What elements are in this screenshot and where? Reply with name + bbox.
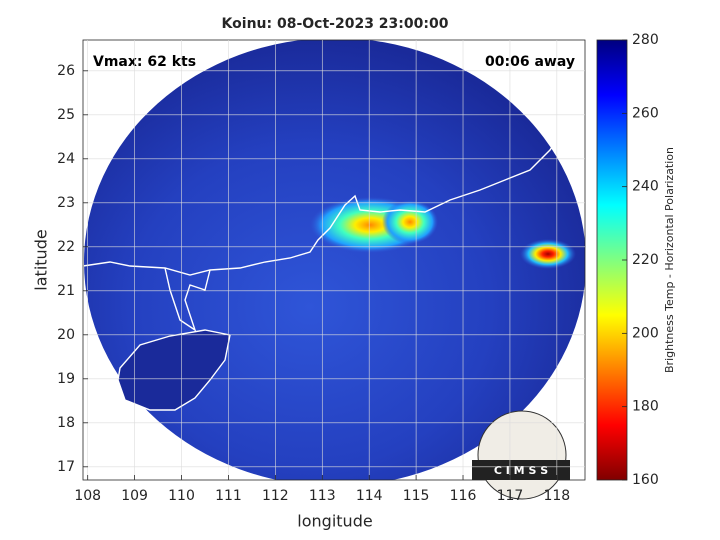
y-tick-label: 19 — [57, 371, 75, 387]
x-tick-label: 113 — [309, 488, 336, 504]
x-tick-label: 117 — [497, 488, 524, 504]
y-tick-label: 23 — [57, 195, 75, 211]
image — [83, 40, 585, 480]
x-tick-label: 115 — [403, 488, 430, 504]
annotation: 00:06 away — [485, 54, 575, 70]
y-tick-label: 21 — [57, 283, 75, 299]
x-tick-label: 110 — [168, 488, 195, 504]
x-axis-label: longitude — [297, 512, 372, 531]
x-tick-label: 108 — [74, 488, 101, 504]
y-tick-label: 25 — [57, 107, 75, 123]
x-tick-label: 118 — [543, 488, 570, 504]
y-tick-label: 18 — [57, 415, 75, 431]
x-tick-label: 116 — [450, 488, 477, 504]
x-tick-label: 114 — [356, 488, 383, 504]
logo: C I M S S — [472, 410, 570, 500]
axes-box — [82, 39, 586, 481]
colorbar-tick-label: 240 — [632, 179, 659, 195]
colorbar-tick-label: 220 — [632, 252, 659, 268]
y-axis-label: latitude — [32, 229, 51, 290]
colorbar-tick-label: 160 — [632, 472, 659, 488]
x-tick-label: 112 — [262, 488, 289, 504]
y-tick-label: 17 — [57, 459, 75, 475]
chart-title: Koinu: 08-Oct-2023 23:00:00 — [222, 16, 449, 32]
y-tick-label: 24 — [57, 151, 75, 167]
y-tick-label: 20 — [57, 327, 75, 343]
colorbar-tick-label: 280 — [632, 32, 659, 48]
colorbar-label: Brightness Temp - Horizontal Polarizatio… — [663, 147, 676, 373]
colorbar-tick-label: 260 — [632, 105, 659, 121]
colorbar-tick-label: 200 — [632, 325, 659, 341]
logo-text: C I M S S — [494, 464, 548, 477]
annotation: Vmax: 62 kts — [93, 54, 196, 70]
x-tick-label: 111 — [215, 488, 242, 504]
y-tick-label: 26 — [57, 63, 75, 79]
colorbar-tick-label: 180 — [632, 399, 659, 415]
y-tick-label: 22 — [57, 239, 75, 255]
x-tick-label: 109 — [121, 488, 148, 504]
